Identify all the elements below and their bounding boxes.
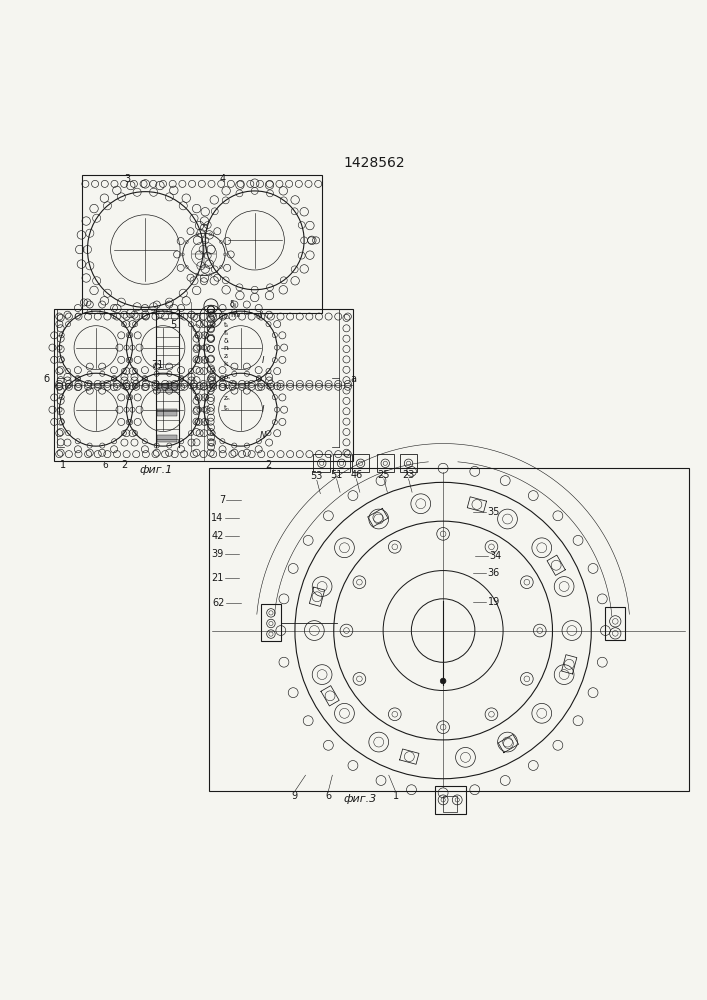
- Text: fᵢᵢ: fᵢᵢ: [223, 330, 228, 336]
- Text: 1: 1: [59, 460, 66, 470]
- Text: фиг.3: фиг.3: [344, 794, 377, 804]
- Bar: [443, 796, 457, 812]
- Text: δᵢᵢ: δᵢᵢ: [230, 300, 238, 309]
- Bar: [605, 607, 625, 640]
- Bar: [333, 454, 350, 472]
- Bar: [54, 309, 354, 461]
- Text: 62: 62: [213, 598, 225, 608]
- Text: kₙ: kₙ: [223, 384, 230, 390]
- Text: 7: 7: [219, 495, 225, 505]
- Text: 23: 23: [402, 470, 415, 480]
- Text: 19: 19: [488, 597, 500, 607]
- Text: 46: 46: [350, 470, 363, 480]
- Text: 3: 3: [124, 174, 131, 184]
- Text: 2: 2: [266, 460, 272, 470]
- Bar: [377, 454, 394, 472]
- Text: tᵢᵢ: tᵢᵢ: [223, 322, 229, 328]
- Text: 2: 2: [121, 460, 127, 470]
- Text: 34: 34: [489, 551, 501, 561]
- Bar: [158, 384, 177, 391]
- Bar: [209, 468, 689, 791]
- Bar: [82, 175, 322, 313]
- Text: N: N: [260, 431, 267, 440]
- Text: 39: 39: [211, 549, 223, 559]
- Text: kᵢ: kᵢ: [223, 361, 229, 367]
- Text: zₙ: zₙ: [223, 395, 230, 401]
- Text: 1: 1: [393, 791, 399, 801]
- Text: 5: 5: [170, 320, 177, 330]
- Text: δᵢ: δᵢ: [223, 338, 229, 344]
- Text: 9: 9: [291, 791, 297, 801]
- Text: 71: 71: [151, 360, 163, 370]
- Bar: [313, 454, 330, 472]
- Text: фиг.1: фиг.1: [139, 465, 173, 475]
- Text: I: I: [262, 405, 264, 414]
- Text: a: a: [351, 374, 356, 384]
- Text: 51: 51: [330, 470, 343, 480]
- Text: 4: 4: [220, 174, 226, 184]
- Text: I: I: [262, 356, 264, 365]
- Text: 6: 6: [325, 791, 331, 801]
- Text: 6: 6: [103, 461, 108, 470]
- Text: 2ᵢᵢ: 2ᵢᵢ: [223, 314, 230, 320]
- Text: zᵢ: zᵢ: [223, 353, 228, 359]
- Text: 53: 53: [310, 471, 323, 481]
- Bar: [158, 435, 177, 442]
- Bar: [352, 454, 369, 472]
- Text: 35: 35: [488, 507, 500, 517]
- Bar: [400, 454, 417, 472]
- Bar: [261, 604, 281, 641]
- Text: 25: 25: [378, 470, 390, 480]
- Text: tₙ: tₙ: [223, 405, 229, 411]
- Text: 1428562: 1428562: [344, 156, 406, 170]
- Text: 21: 21: [211, 573, 223, 583]
- Text: 36: 36: [488, 568, 500, 578]
- Text: nᵢ: nᵢ: [223, 345, 229, 351]
- Text: 14: 14: [211, 513, 223, 523]
- Circle shape: [440, 678, 446, 684]
- Text: б: б: [44, 374, 49, 384]
- Text: mᵢᵢ: mᵢᵢ: [230, 310, 240, 319]
- Bar: [158, 409, 177, 416]
- Text: 42: 42: [211, 531, 223, 541]
- Text: II: II: [259, 311, 264, 320]
- Text: δₙ: δₙ: [223, 374, 231, 380]
- Bar: [435, 786, 466, 814]
